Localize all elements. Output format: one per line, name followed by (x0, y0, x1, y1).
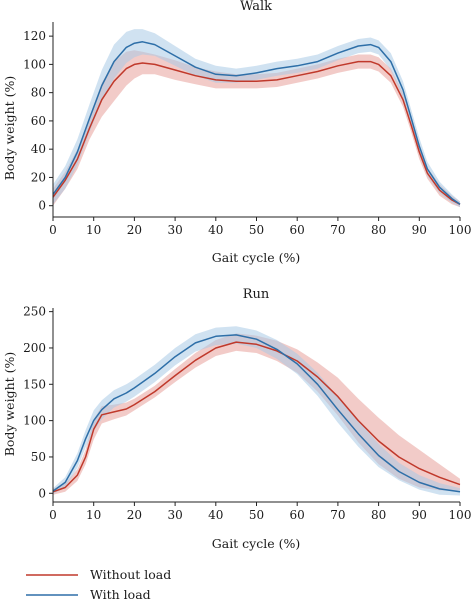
walk-y-tick-label: 20 (31, 170, 46, 184)
walk-x-tick-label: 10 (86, 223, 101, 237)
walk-x-tick-label: 20 (127, 223, 142, 237)
run-y-tick-label: 150 (23, 377, 46, 391)
run-panel: Run Gait cycle (%) Body weight (%) 0 10 20… (2, 287, 471, 551)
run-x-tick-label: 80 (371, 508, 386, 522)
run-x-tick-label: 100 (449, 508, 472, 522)
walk-y-tick-label: 120 (23, 29, 46, 43)
walk-x-tick-label: 90 (412, 223, 427, 237)
legend-label-with-load: With load (90, 587, 151, 601)
walk-line-with-load (52, 41, 461, 205)
run-x-tick-label: 30 (167, 508, 182, 522)
run-ylabel: Body weight (%) (2, 352, 17, 457)
walk-x-tick-label: 50 (249, 223, 264, 237)
walk-y-tick-label: 100 (23, 57, 46, 71)
run-x-tick-label: 10 (86, 508, 101, 522)
walk-ylabel: Body weight (%) (2, 76, 17, 181)
walk-x-tick-label: 0 (49, 223, 57, 237)
run-x-tick-label: 20 (127, 508, 142, 522)
run-y-tick-label: 250 (23, 305, 46, 319)
run-x-tick-label: 40 (208, 508, 223, 522)
walk-xlabel: Gait cycle (%) (212, 250, 301, 265)
run-y-tick-label: 0 (38, 486, 46, 500)
run-x-tick-label: 0 (49, 508, 57, 522)
run-line-without-load (52, 341, 461, 493)
run-x-tick-label: 90 (412, 508, 427, 522)
run-x-tick-label: 50 (249, 508, 264, 522)
walk-x-tick-label: 60 (290, 223, 305, 237)
run-x-tick-label: 60 (290, 508, 305, 522)
walk-y-tick-label: 0 (38, 199, 46, 213)
run-y-tick-label: 200 (23, 341, 46, 355)
run-line-with-load (52, 334, 461, 493)
legend-label-without-load: Without load (90, 567, 171, 582)
walk-panel: Walk Gait cycle (%) Body weight (%) 0 10 2… (2, 0, 471, 265)
legend: Without load With load (26, 567, 171, 602)
walk-x-tick-label: 70 (330, 223, 345, 237)
walk-y-tick-label: 60 (31, 114, 46, 128)
walk-band-with-load (53, 29, 460, 208)
walk-line-without-load (52, 60, 461, 205)
run-y-tick-label: 100 (23, 414, 46, 428)
walk-y-tick-label: 40 (31, 142, 46, 156)
run-xlabel: Gait cycle (%) (212, 536, 301, 551)
walk-x-tick-label: 80 (371, 223, 386, 237)
walk-title: Walk (240, 0, 272, 14)
run-x-tick-label: 70 (330, 508, 345, 522)
run-band-with-load (53, 326, 460, 496)
walk-x-tick-label: 100 (449, 223, 472, 237)
walk-x-tick-label: 30 (167, 223, 182, 237)
run-y-tick-label: 50 (31, 450, 46, 464)
run-title: Run (243, 287, 270, 302)
walk-x-tick-label: 40 (208, 223, 223, 237)
walk-y-tick-label: 80 (31, 86, 46, 100)
